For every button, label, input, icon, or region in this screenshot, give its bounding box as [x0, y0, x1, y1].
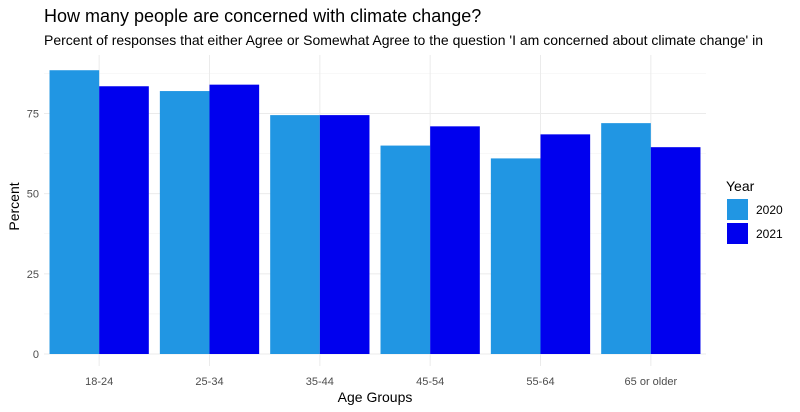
bar-2020-45-54: [380, 145, 431, 354]
y-tick-label: 25: [27, 269, 39, 281]
bar-2021-35-44: [319, 115, 370, 354]
bar-2021-45-54: [430, 126, 480, 354]
bar-2020-65 or older: [601, 123, 651, 354]
y-tick-label: 0: [33, 349, 39, 361]
bar-2021-25-34: [209, 84, 260, 355]
y-tick-label: 75: [27, 109, 39, 121]
bar-2021-65 or older: [650, 147, 701, 354]
chart-title: How many people are concerned with clima…: [44, 6, 482, 26]
bar-2020-18-24: [49, 70, 100, 354]
x-tick-label: 65 or older: [625, 376, 678, 388]
bar-2021-18-24: [99, 86, 149, 354]
chart-subtitle: Percent of responses that either Agree o…: [44, 32, 764, 48]
legend-title: Year: [726, 178, 755, 194]
y-axis-title: Percent: [6, 182, 22, 230]
y-tick-label: 50: [27, 189, 39, 201]
x-tick-label: 55-64: [526, 376, 554, 388]
bar-2021-55-64: [540, 134, 591, 354]
x-tick-label: 45-54: [416, 376, 444, 388]
legend-label-2021: 2021: [756, 227, 783, 241]
bars: [49, 70, 701, 355]
legend: Year 2020 2021: [726, 178, 783, 244]
y-axis-ticks: 0 25 50 75: [27, 109, 39, 361]
legend-swatch-2021: [727, 223, 748, 244]
x-axis-ticks: 18-24 25-34 35-44 45-54 55-64 65 or older: [85, 376, 677, 388]
bar-2020-25-34: [159, 91, 210, 354]
legend-swatch-2020: [727, 199, 748, 220]
bar-2020-55-64: [490, 158, 541, 354]
x-tick-label: 35-44: [306, 376, 334, 388]
x-axis-title: Age Groups: [338, 389, 413, 405]
x-tick-label: 25-34: [195, 376, 223, 388]
x-tick-label: 18-24: [85, 376, 113, 388]
bar-2020-35-44: [270, 115, 320, 354]
legend-label-2020: 2020: [756, 203, 783, 217]
